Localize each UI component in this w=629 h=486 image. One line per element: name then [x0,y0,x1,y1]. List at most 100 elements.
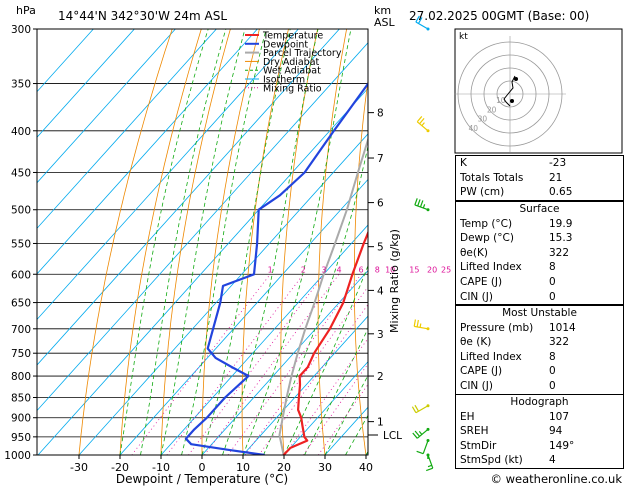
pressure-tick-label: 800 [11,371,31,383]
wind-barb-base [426,439,430,443]
index-row-k: K -23 [460,157,567,169]
hodograph-point-marker [510,99,514,103]
pressure-tick-label: 550 [11,238,31,250]
mu-row-thetae: θe (K) 322 [460,336,570,349]
wind-barb-half-flag [419,323,422,328]
temperature-tick-label: 0 [199,461,206,474]
temperature-line [282,230,368,455]
mixing-ratio-label: 6 [359,265,364,274]
wind-barb-flag [426,467,433,472]
mixing-ratio-label: 8 [375,265,380,274]
wind-barb-flag [413,319,417,327]
hodograph-ring-label: 40 [468,124,478,133]
wind-barb-flag [417,17,423,24]
location-title: 14°44'N 342°30'W 24m ASL [58,9,227,23]
wind-barb-staff [415,405,429,414]
legend-label-dry_adiabat: Dry Adiabat [263,57,320,68]
wet-adiabat-line [201,29,291,455]
index-row-totals: Totals Totals 21 [460,171,563,184]
mixing-ratio-label: 1 [268,265,273,274]
isotherm-line [37,29,135,138]
hodograph-storm-motion-marker [514,77,518,81]
mixing-ratio-label: 4 [336,265,341,274]
surface-row-temp: Temp (°C) 19.9 [460,217,573,230]
asl-unit-label: ASL [374,16,396,29]
wind-barb-base [426,404,430,408]
dewpoint-line [184,82,368,455]
isotherm-line [78,133,368,455]
pressure-unit-label: hPa [16,4,36,17]
mixing-ratio-axis-label: Mixing Ratio (g/kg) [388,229,401,333]
wet-adiabat-line [160,29,246,455]
wet-adiabat-line [324,374,368,455]
wind-barb [426,453,434,472]
km-tick-label: 5 [377,242,384,254]
mu-row-li: Lifted Index 8 [460,350,556,363]
temperature-tick-label: -30 [70,461,88,474]
pressure-tick-label: 450 [11,167,31,179]
wind-barb-flag [412,432,418,439]
wind-barb-base [426,427,430,431]
wet-adiabat-line [263,144,368,455]
hodograph-ring-label: 10 [496,96,506,105]
dry-adiabat-line [317,29,347,455]
temperature-tick-label: 10 [236,461,250,474]
wind-barb-flag [416,116,423,123]
wind-barb-staff [416,121,429,132]
temperature-tick-label: -10 [152,461,170,474]
wind-barb-flag [417,199,421,207]
wind-barb [411,404,430,414]
pressure-tick-label: 1000 [4,450,31,462]
pressure-tick-label: 300 [11,24,31,36]
dry-adiabat-line [78,29,173,455]
hodo-row-stmspd: StmSpd (kt) 4 [460,454,556,467]
dry-adiabat-line [160,29,231,455]
km-tick-label: 1 [377,417,384,429]
km-tick-label: 7 [377,153,384,165]
wet-adiabat-line [304,327,368,455]
parcel-trajectory-line [278,136,368,455]
wind-barb-staff [422,440,429,454]
wind-barb-staff [414,204,429,211]
mixing-ratio-label: 10 [385,265,395,274]
wind-barb [412,427,430,439]
pressure-tick-label: 900 [11,413,31,425]
surface-row-thetae: θe(K) 322 [460,246,570,259]
surface-table: Surface Temp (°C) 19.9 Dewp (°C) 15.3 θe(K… [455,201,624,306]
wind-barb-staff [416,428,429,439]
wind-barb-flag [411,406,417,414]
indices-table: K -23 Totals Totals 21 PW (cm) 0.65 [455,155,624,201]
km-tick-label: 6 [377,198,384,210]
pressure-tick-label: 700 [11,324,31,336]
surface-row-li: Lifted Index 8 [460,261,556,274]
surface-row-dewp: Dewp (°C) 15.3 [460,232,573,245]
mu-row-cape: CAPE (J) 0 [460,365,556,378]
surface-row-cin: CIN (J) 0 [460,290,556,303]
hodo-row-sreh: SREH 94 [460,425,563,438]
hodograph-ring-label: 30 [478,115,488,124]
hodograph-frame [454,28,623,154]
mixing-ratio-label: 2 [301,265,306,274]
wind-barb-staff [415,21,429,30]
wet-adiabat-line [181,29,267,455]
wind-barb-half-flag [418,431,423,435]
wind-barb-staff [427,454,434,469]
km-unit-label: km [374,4,391,17]
isotherm-line [201,269,368,455]
wind-barb-flag [414,198,418,206]
wind-barb-flag [419,200,424,208]
legend-label-parcel: Parcel Trajectory [263,48,342,59]
surface-row-cape: CAPE (J) 0 [460,275,556,288]
pressure-tick-label: 400 [11,126,31,138]
km-tick-label: 4 [377,285,384,297]
wind-barb-base [426,327,430,331]
most-unstable-title: Most Unstable [502,307,577,319]
copyright-footer: © weatheronline.co.uk [490,472,622,486]
dry-adiabat-line [119,29,202,455]
legend-label-mixing_ratio: Mixing Ratio [263,83,322,94]
wind-barb-flag [416,450,424,455]
hodograph-table: Hodograph EH 107 SREH 94 StmDir 149° StmSpd… [455,394,624,469]
pressure-tick-label: 650 [11,298,31,310]
x-axis-label: Dewpoint / Temperature (°C) [116,472,288,486]
